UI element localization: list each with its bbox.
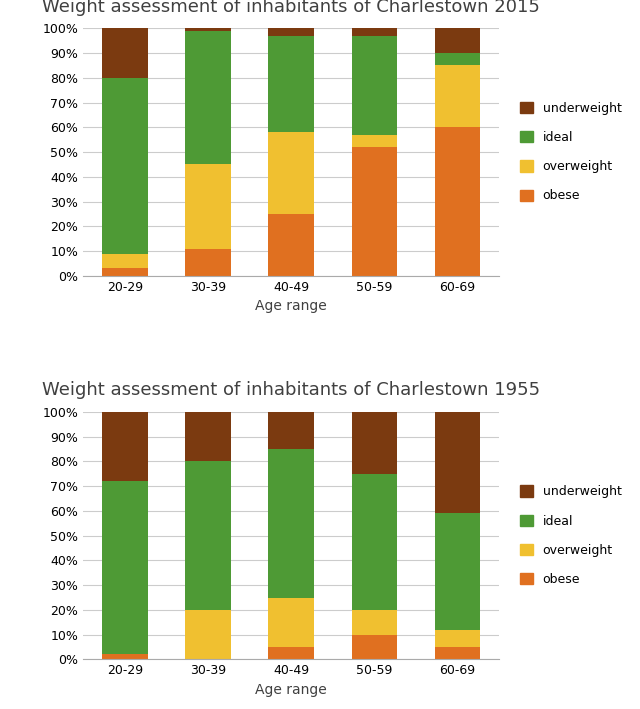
Bar — [351, 412, 397, 474]
Bar — [268, 412, 314, 449]
Bar — [351, 474, 397, 610]
Bar — [102, 254, 148, 269]
Bar — [351, 35, 397, 135]
Bar — [268, 214, 314, 276]
Bar — [102, 654, 148, 659]
Bar — [268, 449, 314, 598]
Bar — [102, 269, 148, 276]
Bar — [351, 135, 397, 147]
Legend: underweight, ideal, overweight, obese: underweight, ideal, overweight, obese — [514, 96, 628, 208]
Bar — [435, 630, 481, 647]
Bar — [268, 598, 314, 647]
X-axis label: Age range: Age range — [255, 299, 327, 313]
Title: Weight assessment of inhabitants of Charlestown 2015: Weight assessment of inhabitants of Char… — [42, 0, 540, 16]
Bar — [185, 249, 231, 276]
Bar — [268, 133, 314, 214]
Bar — [351, 635, 397, 659]
Title: Weight assessment of inhabitants of Charlestown 1955: Weight assessment of inhabitants of Char… — [42, 381, 540, 399]
Bar — [268, 28, 314, 35]
Bar — [268, 35, 314, 133]
Bar — [435, 128, 481, 276]
Bar — [185, 610, 231, 659]
Bar — [351, 147, 397, 276]
Bar — [268, 647, 314, 659]
Bar — [185, 30, 231, 164]
Bar — [185, 412, 231, 462]
Bar — [102, 412, 148, 481]
Bar — [351, 610, 397, 635]
Bar — [435, 412, 481, 513]
Bar — [435, 53, 481, 65]
Bar — [435, 647, 481, 659]
Bar — [435, 65, 481, 128]
Bar — [185, 28, 231, 30]
Bar — [185, 462, 231, 610]
Bar — [185, 164, 231, 249]
Legend: underweight, ideal, overweight, obese: underweight, ideal, overweight, obese — [514, 479, 628, 592]
Bar — [102, 78, 148, 254]
Bar — [435, 513, 481, 630]
Bar — [435, 28, 481, 53]
Bar — [102, 28, 148, 78]
X-axis label: Age range: Age range — [255, 683, 327, 697]
Bar — [351, 28, 397, 35]
Bar — [102, 481, 148, 654]
